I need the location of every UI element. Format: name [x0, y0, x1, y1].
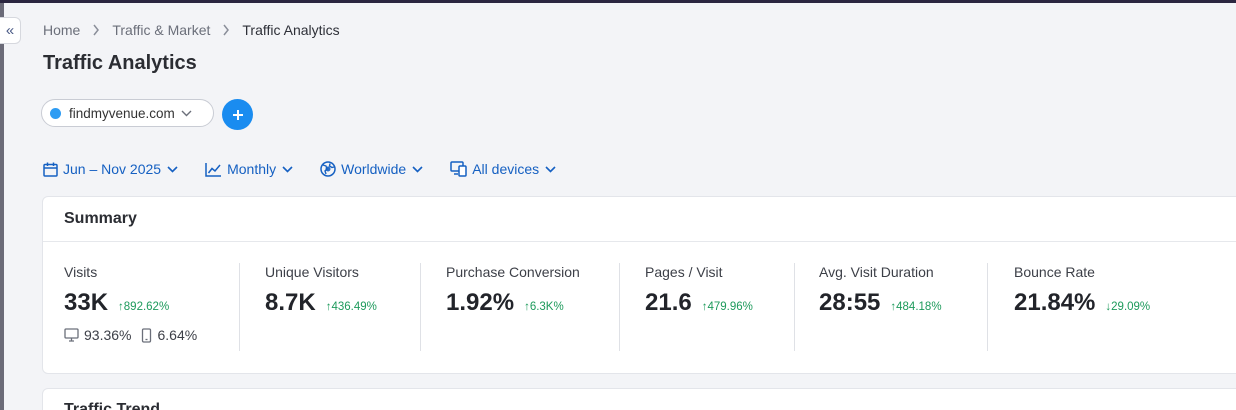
chevron-right-icon — [222, 24, 230, 36]
metric-divider — [987, 263, 988, 351]
plus-icon — [232, 109, 243, 120]
metric-change: ↑436.49% — [325, 301, 377, 313]
metric-purchase-conversion[interactable]: Purchase Conversion 1.92% ↑6.3K% — [446, 264, 580, 317]
metric-change: ↓29.09% — [1105, 301, 1151, 313]
breadcrumb-traffic-market[interactable]: Traffic & Market — [112, 22, 211, 38]
collapse-sidebar-button[interactable]: « — [0, 17, 21, 44]
traffic-trend-title: Traffic Trend — [64, 401, 161, 410]
double-chevron-left-icon: « — [5, 22, 15, 39]
metric-change: ↑892.62% — [118, 301, 170, 313]
metric-divider — [794, 263, 795, 351]
metric-change: ↑479.96% — [701, 301, 753, 313]
line-chart-icon — [205, 162, 222, 177]
metric-value: 8.7K — [265, 289, 316, 316]
summary-card: Summary Visits 33K ↑892.62% 93.36% 6.64%… — [42, 196, 1236, 374]
chevron-down-icon — [181, 110, 192, 117]
breadcrumb-current: Traffic Analytics — [242, 22, 340, 38]
metric-label: Visits — [64, 264, 98, 280]
metric-divider — [619, 263, 620, 351]
metric-label: Bounce Rate — [1014, 264, 1095, 280]
metric-value: 33K — [64, 289, 109, 316]
desktop-share: 93.36% — [64, 327, 131, 343]
metric-change: ↑6.3K% — [524, 301, 564, 313]
add-competitor-button[interactable] — [222, 99, 253, 130]
metric-value: 28:55 — [819, 289, 881, 316]
metric-label: Avg. Visit Duration — [819, 264, 934, 280]
granularity-label: Monthly — [227, 161, 277, 177]
chevron-down-icon — [167, 165, 178, 173]
mobile-share: 6.64% — [141, 327, 197, 343]
top-bar — [0, 0, 1236, 3]
metric-label: Purchase Conversion — [446, 264, 580, 280]
region-label: Worldwide — [341, 161, 407, 177]
traffic-trend-card: Traffic Trend — [42, 388, 1236, 410]
left-rail — [0, 3, 4, 410]
domain-label: findmyvenue.com — [69, 105, 175, 121]
metric-divider — [420, 263, 421, 351]
chevron-down-icon — [282, 165, 293, 173]
desktop-icon — [64, 328, 79, 342]
metric-visits[interactable]: Visits 33K ↑892.62% 93.36% 6.64% — [64, 264, 207, 343]
metric-pages-per-visit[interactable]: Pages / Visit 21.6 ↑479.96% — [645, 264, 753, 317]
region-filter[interactable]: Worldwide — [320, 161, 423, 177]
chevron-down-icon — [412, 165, 423, 173]
metric-value: 1.92% — [446, 289, 515, 316]
date-range-label: Jun – Nov 2025 — [63, 161, 162, 177]
metric-label: Pages / Visit — [645, 264, 723, 280]
globe-icon — [320, 161, 336, 177]
device-filter[interactable]: All devices — [450, 161, 556, 177]
filter-bar: Jun – Nov 2025 Monthly Worldwide All dev… — [43, 158, 583, 180]
metric-avg-visit-duration[interactable]: Avg. Visit Duration 28:55 ↑484.18% — [819, 264, 942, 317]
metric-bounce-rate[interactable]: Bounce Rate 21.84% ↓29.09% — [1014, 264, 1150, 317]
date-range-filter[interactable]: Jun – Nov 2025 — [43, 161, 178, 177]
breadcrumb-home[interactable]: Home — [43, 22, 81, 38]
summary-title: Summary — [43, 197, 1236, 242]
devices-icon — [450, 161, 467, 177]
device-split: 93.36% 6.64% — [64, 327, 207, 343]
chevron-right-icon — [92, 24, 100, 36]
metric-value: 21.84% — [1014, 289, 1096, 316]
desktop-share-value: 93.36% — [84, 327, 132, 343]
mobile-share-value: 6.64% — [157, 327, 198, 343]
mobile-icon — [142, 327, 152, 343]
granularity-filter[interactable]: Monthly — [205, 161, 293, 177]
metric-label: Unique Visitors — [265, 264, 359, 280]
metric-divider — [239, 263, 240, 351]
metric-change: ↑484.18% — [890, 301, 942, 313]
device-label: All devices — [472, 161, 540, 177]
chevron-down-icon — [545, 165, 556, 173]
domain-selector[interactable]: findmyvenue.com — [41, 99, 214, 127]
domain-color-dot — [50, 107, 61, 119]
metric-unique-visitors[interactable]: Unique Visitors 8.7K ↑436.49% — [265, 264, 377, 317]
metric-value: 21.6 — [645, 289, 692, 316]
calendar-icon — [43, 162, 58, 177]
breadcrumb: Home Traffic & Market Traffic Analytics — [43, 21, 340, 39]
page-title: Traffic Analytics — [43, 52, 197, 74]
